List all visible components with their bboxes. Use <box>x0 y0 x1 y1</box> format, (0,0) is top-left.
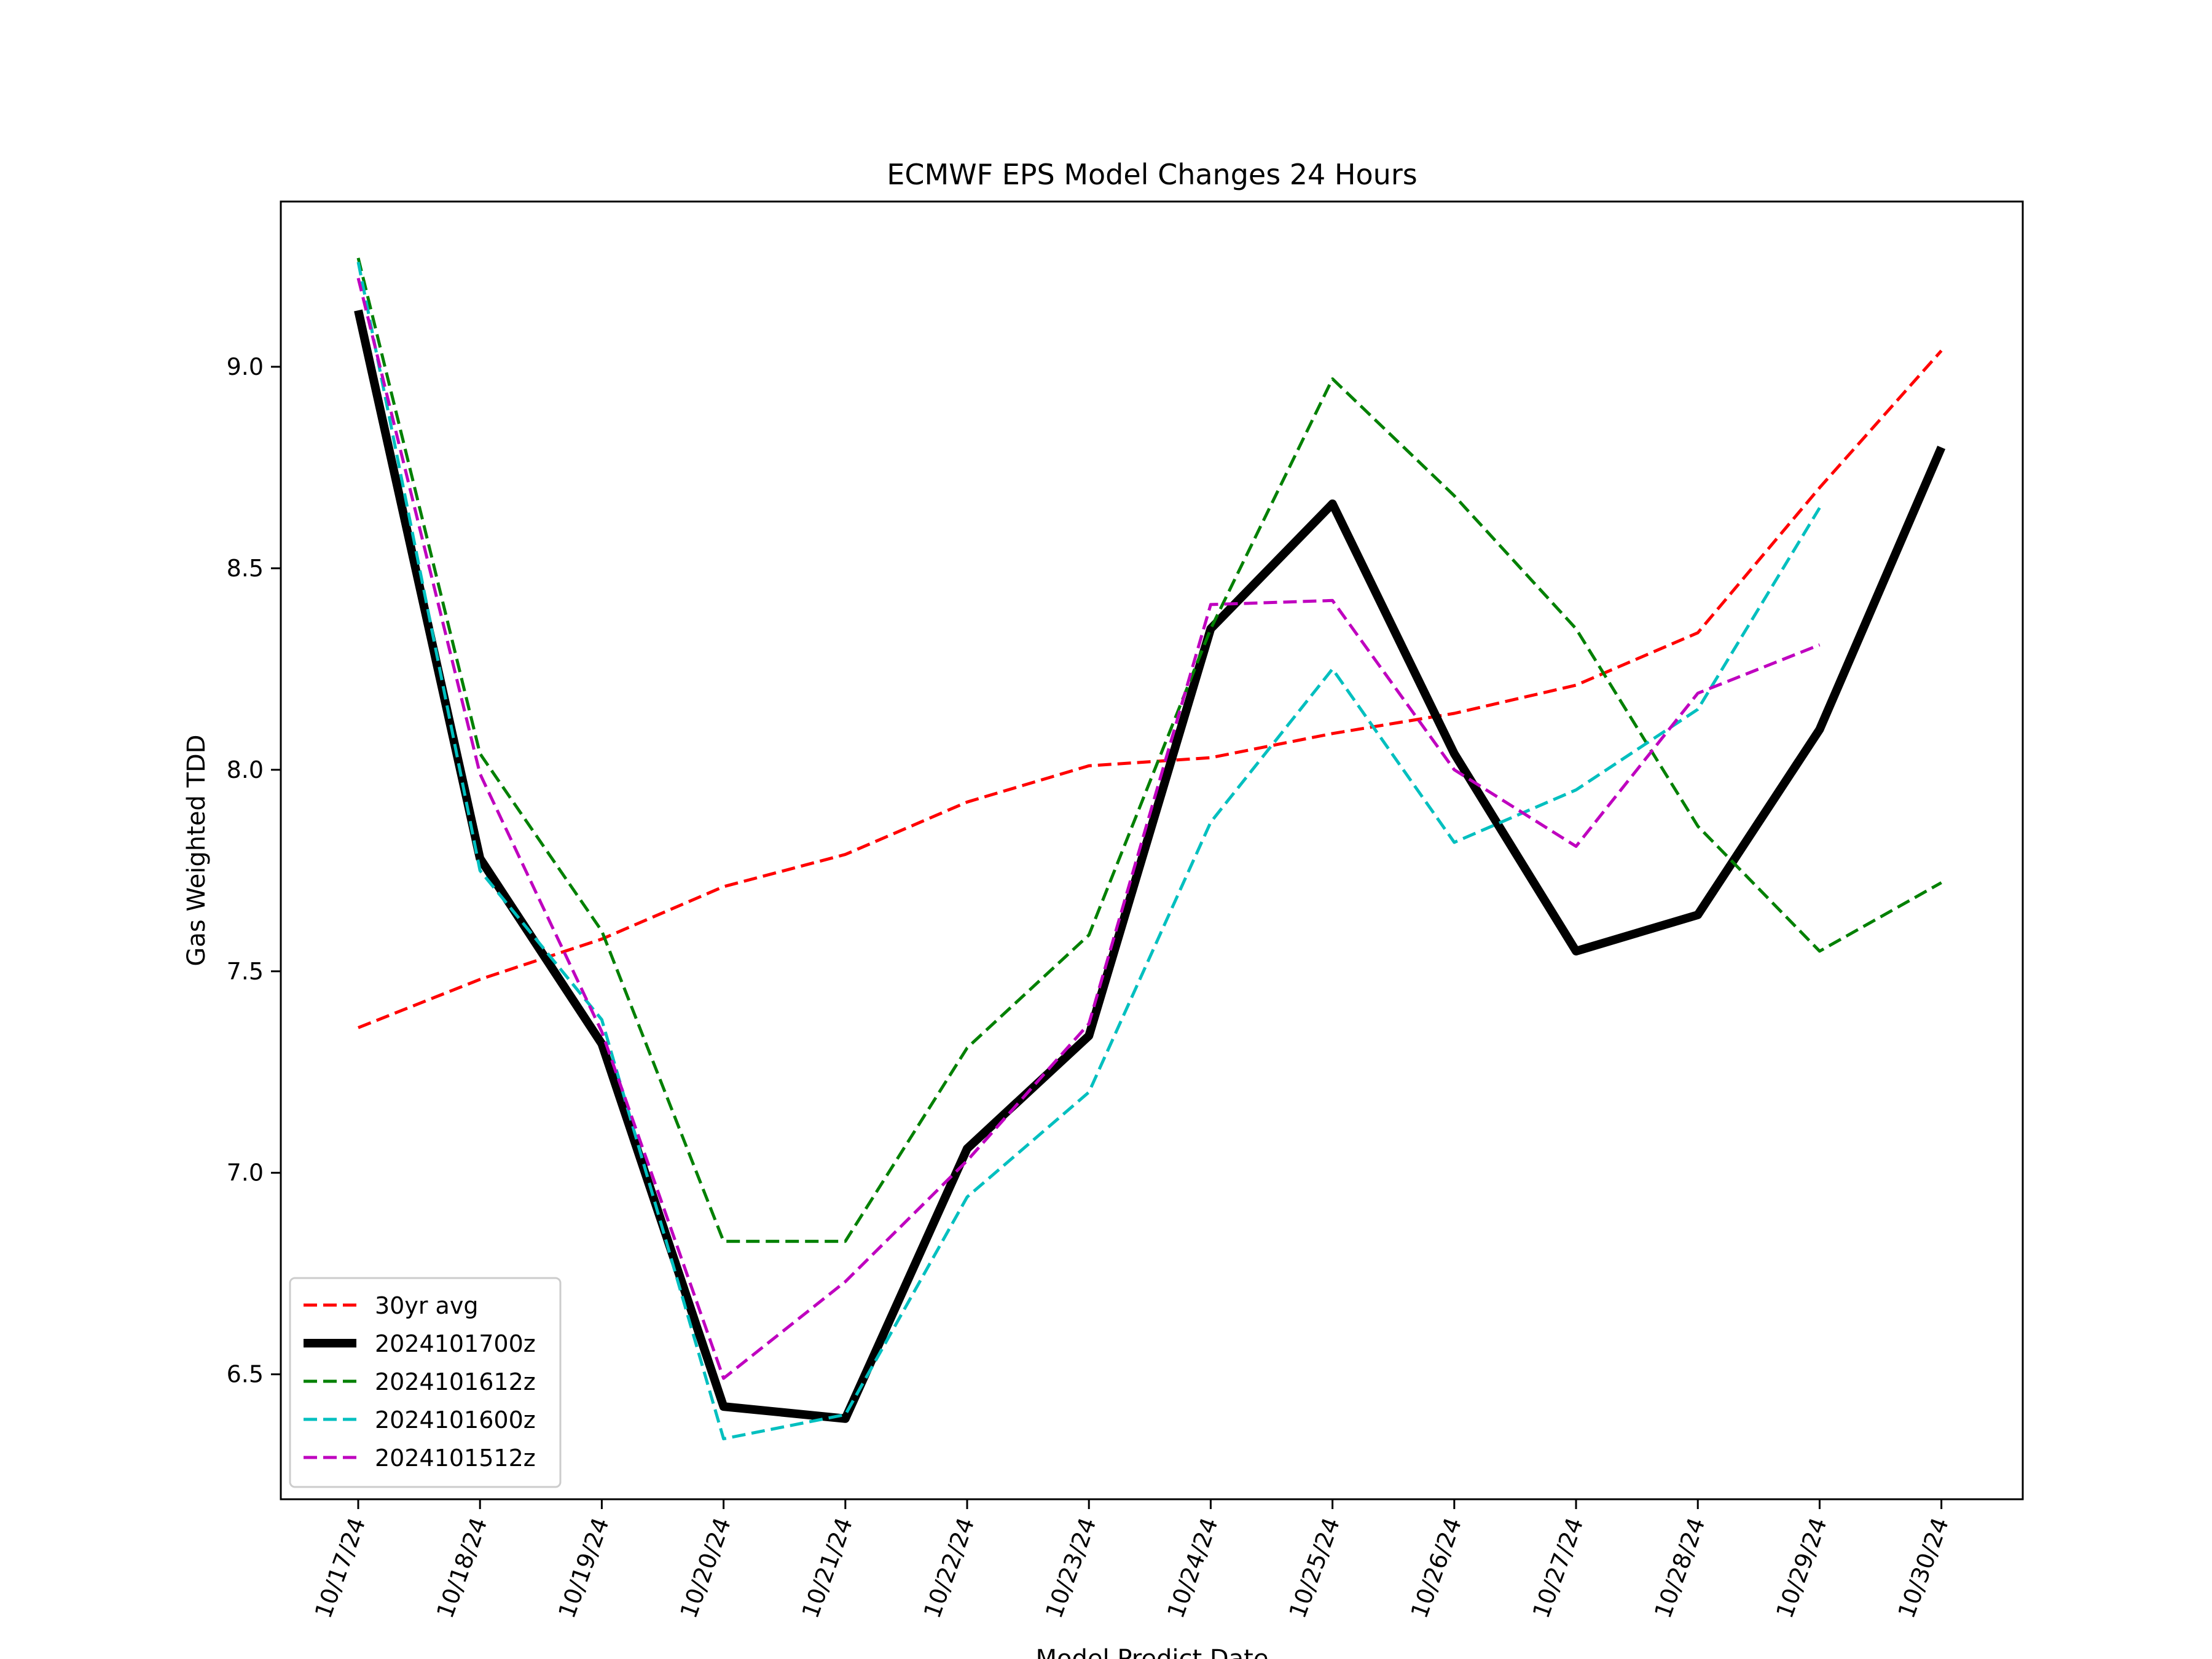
x-tick-label: 10/19/24 <box>553 1514 614 1622</box>
y-axis-label: Gas Weighted TDD <box>182 734 211 966</box>
y-tick-label: 6.5 <box>227 1361 264 1388</box>
legend-label: 30yr avg <box>375 1292 478 1319</box>
x-tick-label: 10/23/24 <box>1040 1514 1102 1622</box>
y-tick-label: 8.5 <box>227 555 264 582</box>
series-line-2024101700z <box>354 309 1946 1423</box>
series-layer <box>354 257 1946 1441</box>
y-tick-label: 9.0 <box>227 353 264 380</box>
x-tick-label: 10/30/24 <box>1892 1514 1954 1622</box>
legend-label: 2024101612z <box>375 1368 536 1395</box>
x-tick-label: 10/18/24 <box>431 1514 493 1622</box>
x-tick-label: 10/21/24 <box>797 1514 858 1622</box>
x-tick-label: 10/29/24 <box>1771 1514 1832 1622</box>
series-line-2024101612z <box>356 257 1942 1243</box>
series-line-2024101512z <box>356 278 1821 1380</box>
x-axis-label: Model Predict Date <box>1036 1645 1269 1659</box>
x-tick-label: 10/27/24 <box>1528 1514 1589 1622</box>
y-tick-label: 7.5 <box>227 958 264 985</box>
y-tick-label: 7.0 <box>227 1159 264 1186</box>
series-line-30yr avg <box>358 350 1943 1029</box>
plot-area <box>280 200 2024 1500</box>
legend-frame <box>289 1277 562 1488</box>
x-tick-label: 10/24/24 <box>1162 1514 1223 1622</box>
y-tick-label: 8.0 <box>227 756 264 783</box>
x-tick-label: 10/17/24 <box>310 1514 371 1622</box>
x-tick-label: 10/22/24 <box>919 1514 980 1622</box>
legend: 30yr avg 2024101700z 2024101612z 2024101600… <box>289 1277 562 1488</box>
legend-label: 2024101700z <box>375 1330 536 1357</box>
legend-label: 2024101512z <box>375 1445 536 1472</box>
chart-title: ECMWF EPS Model Changes 24 Hours <box>887 158 1417 191</box>
x-axis: 10/17/24 10/18/24 10/19/24 10/20/24 10/21/24… <box>310 1499 1954 1622</box>
x-tick-label: 10/26/24 <box>1406 1514 1467 1622</box>
y-axis: 6.5 7.0 7.5 8.0 8.5 9.0 <box>227 353 281 1388</box>
x-tick-label: 10/25/24 <box>1284 1514 1345 1622</box>
series-line-2024101600z <box>356 261 1821 1441</box>
x-tick-label: 10/28/24 <box>1649 1514 1711 1622</box>
x-tick-label: 10/20/24 <box>675 1514 736 1622</box>
legend-label: 2024101600z <box>375 1406 536 1433</box>
